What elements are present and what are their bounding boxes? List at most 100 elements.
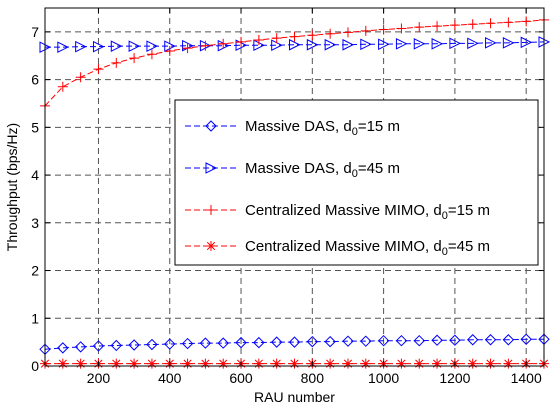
legend-label: Centralized Massive MIMO, d0=45 m: [245, 238, 490, 258]
plus-marker: [111, 57, 122, 68]
y-tick-label: 7: [31, 24, 39, 40]
x-tick-label: 1200: [439, 370, 470, 386]
plus-marker: [485, 18, 496, 29]
x-tick-label: 400: [158, 370, 182, 386]
y-tick-label: 1: [31, 310, 39, 326]
diamond-marker: [217, 337, 229, 349]
plus-marker: [182, 43, 193, 54]
plus-marker: [378, 24, 389, 35]
legend-label-tail: =15 m: [448, 202, 490, 219]
star-marker: [253, 358, 264, 369]
legend-label-subscript: 0: [442, 210, 448, 222]
diamond-marker: [110, 339, 122, 352]
triangle-marker: [110, 40, 123, 52]
x-tick-label: 200: [87, 370, 111, 386]
legend-entry: Centralized Massive MIMO, d0=45 m: [185, 238, 490, 258]
triangle-marker: [289, 38, 301, 51]
diamond-marker: [467, 334, 479, 346]
triangle-marker: [75, 40, 87, 53]
legend-label: Massive DAS, d0=15 m: [245, 118, 400, 138]
triangle-marker: [485, 37, 497, 49]
plus-marker: [271, 33, 282, 44]
triangle-marker: [378, 38, 390, 51]
legend-label: Massive DAS, d0=45 m: [245, 160, 400, 180]
diamond-marker: [360, 335, 372, 347]
star-marker: [414, 358, 425, 369]
legend: Massive DAS, d0=15 m Massive DAS, d0=45 m…: [174, 99, 539, 266]
diamond-marker: [502, 334, 515, 346]
plus-marker: [75, 72, 86, 83]
triangle-marker: [520, 36, 533, 49]
star-marker: [182, 358, 193, 369]
triangle-marker: [146, 40, 159, 52]
triangle-marker: [324, 38, 337, 51]
x-tick-label: 600: [229, 370, 253, 386]
plus-marker: [93, 64, 104, 75]
y-tick-label: 2: [31, 263, 39, 279]
plus-marker: [467, 19, 478, 30]
triangle-marker: [205, 162, 218, 174]
x-tick-label: 1000: [368, 370, 399, 386]
plus-marker: [289, 31, 300, 42]
plus-marker: [396, 23, 407, 34]
x-tick-label: 800: [301, 370, 325, 386]
diamond-marker: [235, 336, 247, 349]
diamond-marker: [199, 337, 212, 349]
legend-label-main: Centralized Massive MIMO, d: [245, 238, 442, 255]
star-marker: [503, 358, 514, 369]
y-axis-label: Throughput (bps/Hz): [4, 123, 20, 251]
star-marker: [218, 358, 229, 369]
axes-frame: [44, 7, 545, 367]
plus-marker: [521, 16, 532, 27]
diamond-marker: [181, 337, 194, 350]
y-tick-label: 6: [31, 72, 39, 88]
legend-entry: Massive DAS, d0=45 m: [185, 160, 400, 180]
diamond-marker: [92, 340, 105, 352]
triangle-marker: [502, 37, 515, 49]
star-marker: [129, 358, 140, 369]
star-marker: [485, 358, 496, 369]
plus-marker: [129, 53, 140, 64]
triangle-marker: [360, 38, 372, 51]
y-tick-label: 5: [31, 119, 39, 135]
plus-marker: [307, 30, 318, 41]
star-marker: [200, 358, 211, 369]
plus-marker: [432, 21, 443, 32]
plus-marker: [503, 17, 514, 28]
diamond-marker: [306, 335, 319, 348]
triangle-marker: [306, 38, 319, 51]
triangle-marker: [395, 37, 408, 50]
diamond-marker: [342, 335, 354, 347]
legend-entry: Centralized Massive MIMO, d0=15 m: [185, 202, 490, 222]
legend-label: Centralized Massive MIMO, d0=15 m: [245, 202, 490, 222]
diamond-marker: [146, 338, 158, 351]
star-marker: [57, 358, 68, 369]
triangle-marker: [342, 38, 355, 51]
diamond-marker: [324, 335, 336, 348]
plus-marker: [146, 49, 157, 60]
diamond-marker: [205, 120, 217, 132]
x-axis-label: RAU number: [254, 389, 335, 405]
triangle-marker: [92, 40, 105, 53]
legend-label-subscript: 0: [352, 168, 358, 180]
star-marker: [206, 241, 216, 251]
star-marker: [467, 358, 478, 369]
star-marker: [271, 358, 282, 369]
tick-labels: 200 400 600 800 1000 1200 1400 0 1 2 3 4 5 6 7: [31, 24, 542, 386]
legend-label-tail: =45 m: [358, 160, 400, 177]
legend-label-subscript: 0: [352, 126, 358, 138]
star-marker: [289, 358, 300, 369]
series-1: [39, 333, 550, 356]
triangle-marker: [57, 41, 69, 53]
diamond-marker: [484, 334, 497, 346]
diamond-marker: [431, 334, 443, 346]
diamond-marker: [377, 334, 390, 347]
legend-label-tail: =15 m: [358, 118, 400, 135]
y-tick-label: 4: [31, 167, 39, 183]
plus-marker: [325, 28, 336, 39]
plus-marker: [218, 38, 229, 49]
diamond-marker: [253, 336, 265, 349]
plus-marker: [253, 34, 264, 45]
plus-marker: [414, 22, 425, 33]
